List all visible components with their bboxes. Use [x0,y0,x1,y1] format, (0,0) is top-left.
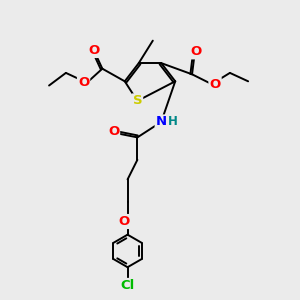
Text: O: O [88,44,100,57]
Text: O: O [209,78,221,91]
Text: O: O [190,45,202,58]
Text: Cl: Cl [120,279,135,292]
Text: O: O [118,215,130,228]
Text: S: S [133,94,142,107]
Text: O: O [78,76,89,89]
Text: O: O [108,125,119,138]
Text: N: N [156,116,167,128]
Text: H: H [168,116,178,128]
